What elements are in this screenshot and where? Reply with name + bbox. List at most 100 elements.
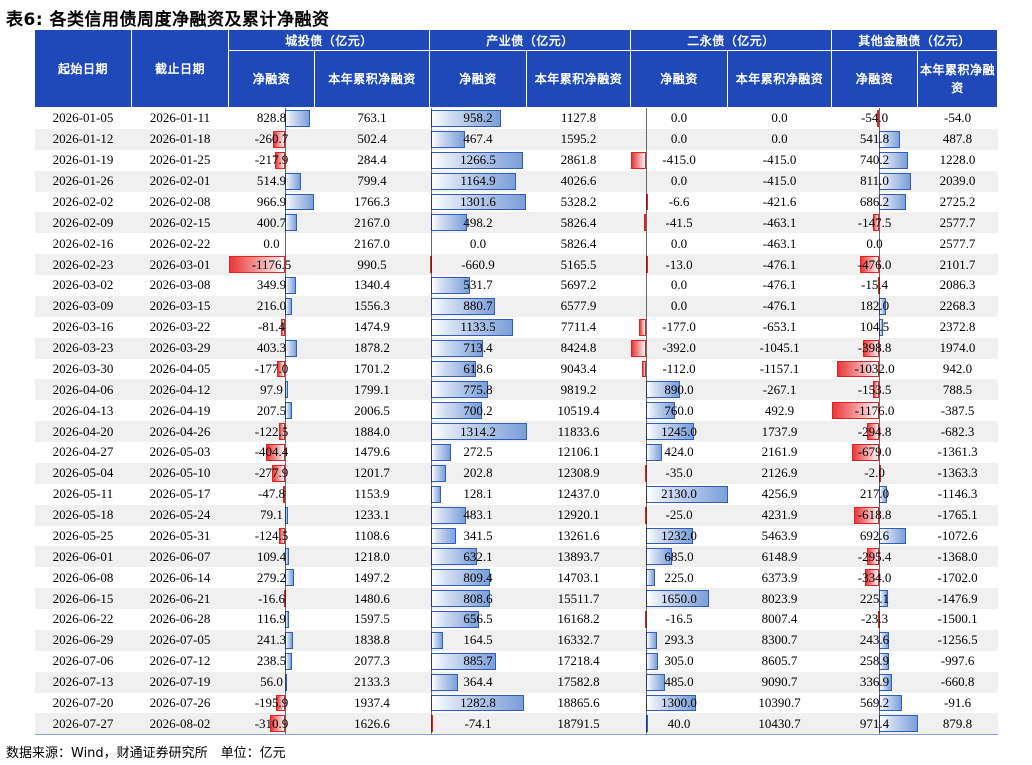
cumulative-cell-value: 1480.6 xyxy=(354,590,390,606)
net-financing-cell: 128.1 xyxy=(430,483,527,505)
bar-axis xyxy=(646,629,648,651)
net-financing-cell: 740.2 xyxy=(832,149,918,171)
net-financing-cell: 0.0 xyxy=(630,170,728,192)
end-date-cell: 2026-04-19 xyxy=(132,400,229,421)
positive-bar xyxy=(285,631,293,649)
cumulative-cell-value: 4026.6 xyxy=(560,173,597,189)
cumulative-cell: 5826.4 xyxy=(527,233,631,254)
cumulative-cell-value: 0.0 xyxy=(771,131,788,147)
net-financing-cell: -217.9 xyxy=(229,149,315,171)
net-financing-cell: -260.7 xyxy=(228,128,315,150)
net-financing-cell: 225.1 xyxy=(831,588,918,609)
table-row: 2026-04-13 2026-04-19 207.5 2006.5 700.2 1051… xyxy=(35,400,998,422)
cumulative-cell: 12308.9 xyxy=(526,462,631,484)
bar-axis xyxy=(431,108,433,129)
bar-axis xyxy=(285,567,287,589)
header-end-date: 截止日期 xyxy=(131,29,229,108)
net-financing-cell-value: -618.8 xyxy=(857,507,892,523)
net-financing-cell-value: -177.0 xyxy=(662,319,696,335)
net-financing-cell-value: 685.0 xyxy=(664,548,694,564)
cumulative-cell-value: -387.5 xyxy=(940,402,975,418)
net-financing-cell-value: 349.9 xyxy=(256,277,287,293)
bar-axis xyxy=(431,609,433,630)
start-date-cell: 2026-07-27 xyxy=(34,713,132,736)
cumulative-cell: 2167.0 xyxy=(315,233,430,254)
bar-axis xyxy=(646,108,648,129)
end-date-cell: 2026-05-31 xyxy=(132,526,229,547)
net-financing-cell: 1245.0 xyxy=(630,421,728,442)
bar-axis xyxy=(285,275,287,296)
bar-axis xyxy=(646,191,648,213)
cumulative-cell-value: 4231.9 xyxy=(761,507,798,523)
positive-bar xyxy=(285,172,301,190)
net-financing-cell-value: 0.0 xyxy=(670,235,688,251)
cumulative-cell-value: 17582.8 xyxy=(557,674,600,690)
start-date-cell: 2026-03-23 xyxy=(34,337,132,359)
cumulative-cell: 487.8 xyxy=(917,128,998,150)
start-date-cell: 2026-01-12 xyxy=(34,128,132,150)
net-financing-cell-value: 692.6 xyxy=(859,527,890,543)
negative-bar xyxy=(228,256,286,273)
net-financing-cell: 1164.9 xyxy=(429,170,527,192)
net-financing-cell: 541.8 xyxy=(831,128,918,150)
bar-axis xyxy=(878,316,880,338)
bar-axis xyxy=(878,128,880,150)
negative-bar xyxy=(866,423,879,440)
cumulative-cell: 1701.2 xyxy=(315,359,430,380)
cumulative-cell-value: 788.5 xyxy=(942,381,973,397)
cumulative-cell-value: 1201.7 xyxy=(354,465,390,481)
net-financing-cell: 808.6 xyxy=(429,588,527,609)
net-financing-cell-value: 1301.6 xyxy=(460,193,496,209)
cumulative-cell: -476.1 xyxy=(728,275,832,296)
net-financing-cell-value: 0.0 xyxy=(670,173,688,189)
cumulative-cell: -682.3 xyxy=(917,421,998,442)
start-date-cell: 2026-06-22 xyxy=(35,609,132,630)
start-date-cell-value: 2026-06-01 xyxy=(52,548,114,564)
cumulative-cell-value: -682.3 xyxy=(940,423,975,439)
header-cum: 本年累积净融资 xyxy=(526,50,632,108)
cumulative-cell-value: 2268.3 xyxy=(939,298,976,314)
net-financing-cell-value: -122.5 xyxy=(254,423,289,439)
start-date-cell-value: 2026-02-16 xyxy=(52,235,114,251)
cumulative-cell-value: 1937.4 xyxy=(354,694,390,710)
start-date-cell: 2026-02-02 xyxy=(35,192,132,213)
bar-axis xyxy=(431,275,433,296)
bar-axis xyxy=(431,546,433,568)
net-financing-cell-value: 400.7 xyxy=(256,214,287,230)
net-financing-cell-value: -177.0 xyxy=(254,360,289,376)
net-financing-cell-value: 541.8 xyxy=(859,131,890,147)
net-financing-cell: 341.5 xyxy=(430,525,527,547)
cumulative-cell-value: 0.0 xyxy=(771,110,788,126)
bar-axis xyxy=(431,588,433,609)
table-row: 2026-04-06 2026-04-12 97.9 1799.1 775.8 9819.… xyxy=(34,379,998,401)
bar-axis xyxy=(285,358,287,380)
cumulative-cell-value: 10519.4 xyxy=(557,402,600,418)
bar-axis xyxy=(285,212,287,234)
end-date-cell: 2026-02-15 xyxy=(131,212,229,234)
net-financing-cell-value: -35.0 xyxy=(665,465,693,481)
end-date-cell: 2026-02-01 xyxy=(131,170,229,192)
net-financing-cell-value: 1164.9 xyxy=(460,173,496,189)
cumulative-cell-value: -54.0 xyxy=(944,110,972,126)
net-financing-cell: 498.2 xyxy=(429,212,527,234)
net-financing-cell: 97.9 xyxy=(228,379,315,401)
cumulative-cell-value: 5328.2 xyxy=(560,193,597,209)
net-financing-cell-value: -16.5 xyxy=(665,611,693,627)
bar-axis xyxy=(285,483,287,505)
net-financing-cell: -415.0 xyxy=(630,149,728,171)
cumulative-cell: 9043.4 xyxy=(527,359,631,380)
net-financing-cell-value: 217.0 xyxy=(859,486,890,502)
positive-bar xyxy=(431,506,467,524)
cumulative-cell: -415.0 xyxy=(727,170,832,192)
source-footer: 数据来源：Wind，财通证券研究所 单位：亿元 xyxy=(6,746,286,761)
end-date-cell: 2026-04-26 xyxy=(131,421,229,442)
header-group-chengtou: 城投债（亿元） xyxy=(227,29,431,51)
cumulative-cell-value: 1595.2 xyxy=(560,131,597,147)
cumulative-cell: -1157.1 xyxy=(728,359,832,380)
table-row: 2026-07-13 2026-07-19 56.0 2133.3 364.4 17582… xyxy=(34,671,998,693)
bar-axis xyxy=(646,275,648,296)
cumulative-cell-value: 18791.5 xyxy=(557,715,600,731)
net-financing-cell: -153.5 xyxy=(831,379,918,401)
bar-axis xyxy=(646,483,648,505)
cumulative-cell: 5328.2 xyxy=(527,192,631,213)
